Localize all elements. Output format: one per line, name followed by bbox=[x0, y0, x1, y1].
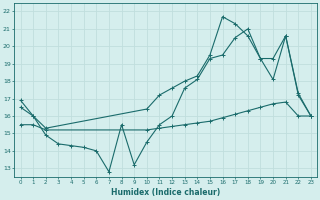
X-axis label: Humidex (Indice chaleur): Humidex (Indice chaleur) bbox=[111, 188, 220, 197]
